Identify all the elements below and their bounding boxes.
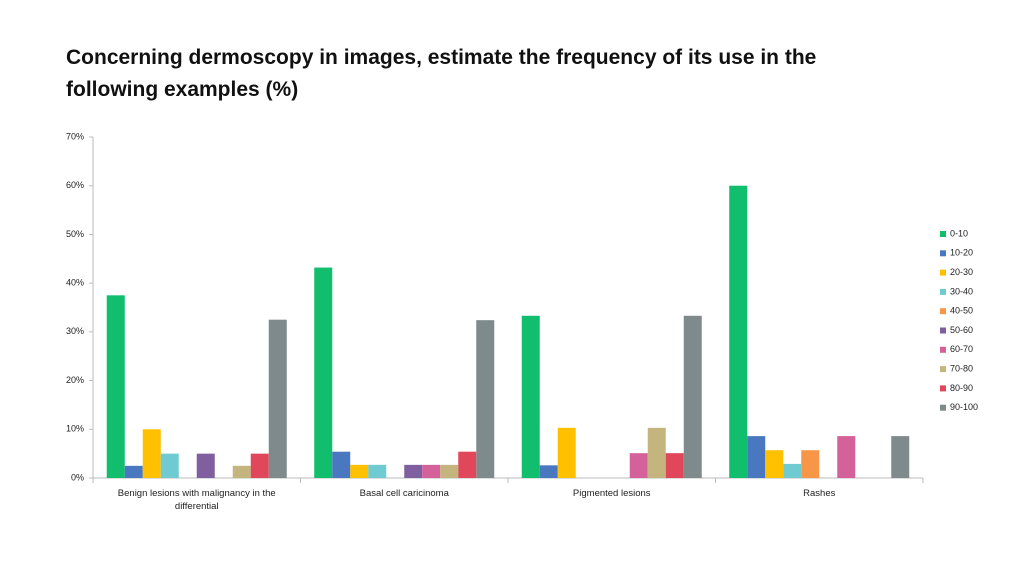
bar <box>350 464 369 478</box>
bar <box>729 185 748 478</box>
bar <box>232 465 251 478</box>
bar <box>196 453 215 478</box>
bar <box>160 453 179 478</box>
bar <box>747 436 766 478</box>
bar <box>521 315 540 478</box>
legend-swatch <box>940 231 946 237</box>
legend-label: 40-50 <box>950 306 973 316</box>
x-tick-label: Pigmented lesions <box>572 488 651 499</box>
bar <box>801 450 820 478</box>
chart-title: Concerning dermoscopy in images, estimat… <box>66 46 817 101</box>
bar <box>368 464 387 478</box>
bar <box>124 465 143 478</box>
bar <box>765 450 784 478</box>
bar <box>458 451 477 478</box>
bar <box>314 267 333 478</box>
bar <box>665 453 684 478</box>
bar <box>557 427 576 478</box>
bar <box>440 464 459 478</box>
legend-swatch <box>940 269 946 276</box>
y-tick-label: 0% <box>71 472 84 482</box>
legend-swatch <box>940 366 946 373</box>
legend-swatch <box>940 385 946 392</box>
x-tick-label: Benign lesions with malignancy in the di… <box>117 488 276 512</box>
bar <box>250 453 269 478</box>
y-tick-label: 20% <box>66 375 84 385</box>
legend-label: 0-10 <box>950 228 968 238</box>
y-tick-label: 60% <box>66 180 84 190</box>
legend-label: 10-20 <box>950 248 973 258</box>
bar <box>142 429 161 478</box>
legend-label: 50-60 <box>950 325 973 335</box>
bar <box>422 464 441 478</box>
legend-swatch <box>940 250 946 257</box>
legend-label: 30-40 <box>950 286 973 296</box>
legend-swatch <box>940 327 946 334</box>
legend-swatch <box>940 308 946 315</box>
bar <box>629 453 648 478</box>
bar <box>647 427 666 478</box>
y-tick-label: 50% <box>66 229 84 239</box>
x-tick-label: Basal cell caricinoma <box>359 488 449 499</box>
bar <box>683 315 702 478</box>
legend-label: 60-70 <box>950 344 973 354</box>
legend-label: 80-90 <box>950 383 973 393</box>
bar <box>539 465 558 478</box>
x-tick-label: Rashes <box>803 488 836 499</box>
bar <box>837 436 856 478</box>
bar <box>332 451 351 478</box>
legend-label: 90-100 <box>950 402 978 412</box>
bar <box>268 319 287 478</box>
legend-label: 20-30 <box>950 267 973 277</box>
legend-swatch <box>940 346 946 353</box>
y-tick-label: 30% <box>66 326 84 336</box>
bar <box>404 464 423 478</box>
y-tick-label: 70% <box>66 131 84 141</box>
legend-label: 70-80 <box>950 363 973 373</box>
legend-swatch <box>940 404 946 411</box>
bar <box>891 436 910 478</box>
bar <box>476 320 495 478</box>
bar <box>106 295 125 478</box>
y-tick-label: 40% <box>66 278 84 288</box>
y-tick-label: 10% <box>66 424 84 434</box>
legend-swatch <box>940 288 946 295</box>
bar <box>783 463 802 478</box>
